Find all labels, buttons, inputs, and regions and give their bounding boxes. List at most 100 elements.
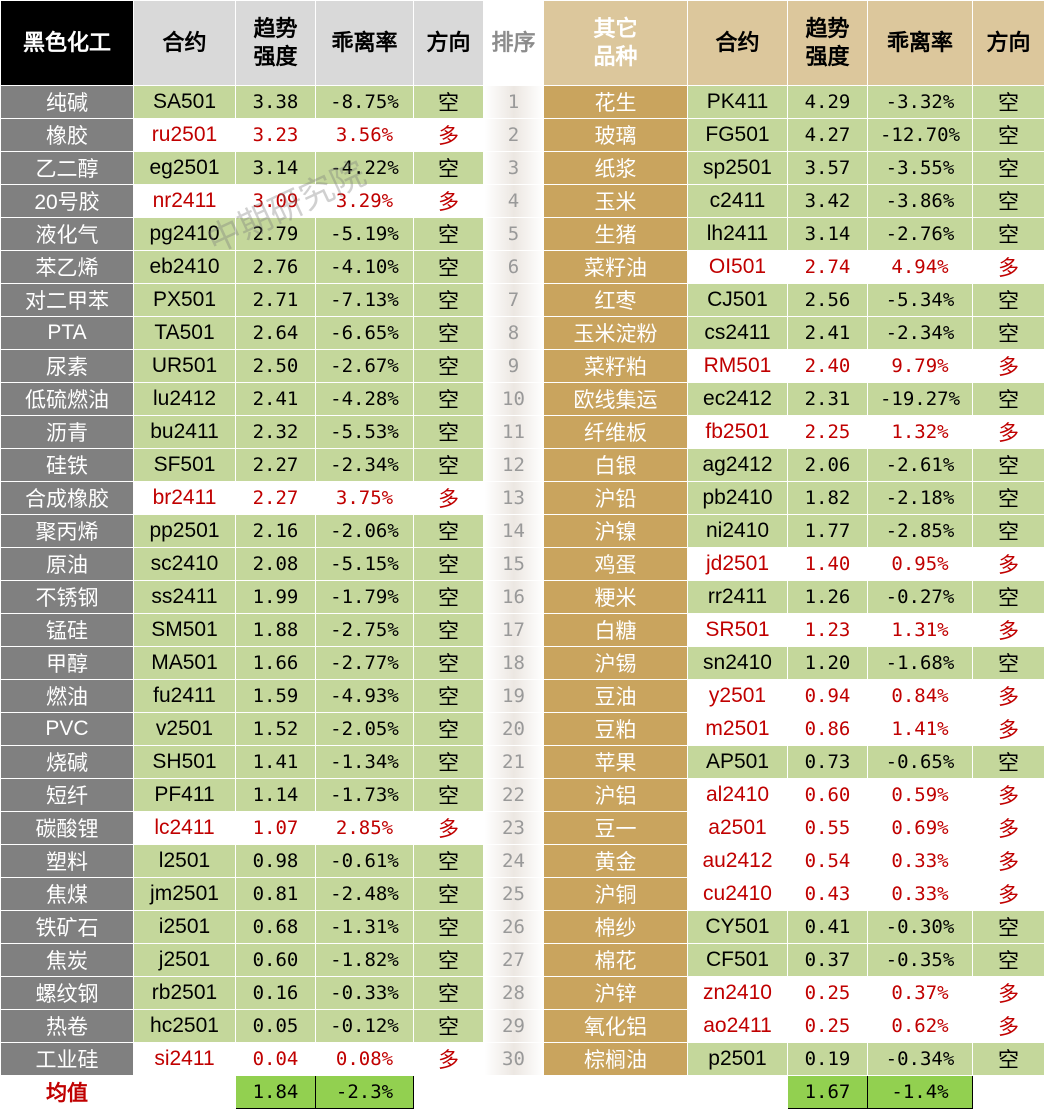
contract: jm2501 [133,877,236,911]
direction: 多 [972,547,1044,581]
name: 液化气 [0,217,134,251]
contract: sn2410 [687,646,788,680]
direction: 空 [413,844,484,878]
strength: 0.25 [787,1009,868,1043]
header-cell: 合约 [133,0,236,86]
direction: 多 [972,613,1044,647]
strength: 0.94 [787,679,868,713]
rank: 24 [483,844,544,878]
empty-cell [413,1075,484,1109]
strength: 2.32 [235,415,316,449]
deviation: 0.37% [867,976,973,1010]
strength: 1.23 [787,613,868,647]
row: 塑料 l2501 0.98 -0.61% 空 24 黄金 au2412 0.54 0.33% 多 [0,844,1044,878]
contract: lc2411 [133,811,236,845]
deviation: -4.93% [315,679,414,713]
header-cell: 乖离率 [315,0,414,86]
direction: 空 [413,349,484,383]
row: 对二甲苯 PX501 2.71 -7.13% 空 7 红枣 CJ501 2.56 -5.34% 空 [0,283,1044,317]
name: 白糖 [543,613,688,647]
direction: 多 [413,118,484,152]
deviation: 9.79% [867,349,973,383]
row: 乙二醇 eg2501 3.14 -4.22% 空 3 纸浆 sp2501 3.57 -3.55% 空 [0,151,1044,185]
rank: 6 [483,250,544,284]
row: 聚丙烯 pp2501 2.16 -2.06% 空 14 沪镍 ni2410 1.77 -2.85%… [0,514,1044,548]
contract: FG501 [687,118,788,152]
strength: 3.14 [787,217,868,251]
row: 沥青 bu2411 2.32 -5.53% 空 11 纤维板 fb2501 2.25 1.32% 多 [0,415,1044,449]
strength: 2.08 [235,547,316,581]
average: -2.3% [315,1075,414,1109]
direction: 空 [413,910,484,944]
name: 豆粕 [543,712,688,746]
row: 烧碱 SH501 1.41 -1.34% 空 21 苹果 AP501 0.73 -0.65% 空 [0,745,1044,779]
contract: eg2501 [133,151,236,185]
name: 螺纹钢 [0,976,134,1010]
deviation: 2.85% [315,811,414,845]
contract: zn2410 [687,976,788,1010]
direction: 空 [413,778,484,812]
rank: 27 [483,943,544,977]
strength: 3.09 [235,184,316,218]
strength: 3.38 [235,85,316,119]
strength: 0.05 [235,1009,316,1043]
contract: OI501 [687,250,788,284]
contract: UR501 [133,349,236,383]
rank: 11 [483,415,544,449]
strength: 1.99 [235,580,316,614]
strength: 1.14 [235,778,316,812]
row: 20号胶 nr2411 3.09 3.29% 多 4 玉米 c2411 3.42 -3.86% 空 [0,184,1044,218]
contract: RM501 [687,349,788,383]
contract: m2501 [687,712,788,746]
strength: 0.04 [235,1042,316,1076]
deviation: -5.34% [867,283,973,317]
strength: 2.56 [787,283,868,317]
deviation: -2.34% [867,316,973,350]
header-cell: 其它 品种 [543,0,688,86]
name: 豆油 [543,679,688,713]
strength: 2.50 [235,349,316,383]
row: 橡胶 ru2501 3.23 3.56% 多 2 玻璃 FG501 4.27 -12.70% 空 [0,118,1044,152]
direction: 空 [413,547,484,581]
direction: 多 [972,679,1044,713]
contract: i2501 [133,910,236,944]
contract: au2412 [687,844,788,878]
direction: 空 [413,514,484,548]
deviation: -7.13% [315,283,414,317]
deviation: -6.65% [315,316,414,350]
header-cell: 趋势 强度 [235,0,316,86]
deviation: -0.30% [867,910,973,944]
name: 红枣 [543,283,688,317]
direction: 多 [972,415,1044,449]
name: 塑料 [0,844,134,878]
strength: 2.16 [235,514,316,548]
contract: sp2501 [687,151,788,185]
header-cell: 排序 [483,0,544,86]
contract: pp2501 [133,514,236,548]
deviation: 1.41% [867,712,973,746]
deviation: -1.34% [315,745,414,779]
rank: 15 [483,547,544,581]
rank: 29 [483,1009,544,1043]
strength: 1.07 [235,811,316,845]
header-cell: 合约 [687,0,788,86]
direction: 空 [972,1042,1044,1076]
header-cell: 趋势 强度 [787,0,868,86]
contract: eb2410 [133,250,236,284]
direction: 空 [972,151,1044,185]
deviation: -0.27% [867,580,973,614]
deviation: -8.75% [315,85,414,119]
name: 橡胶 [0,118,134,152]
strength: 2.06 [787,448,868,482]
header-cell: 方向 [972,0,1044,86]
contract: pb2410 [687,481,788,515]
strength: 2.27 [235,448,316,482]
contract: sc2410 [133,547,236,581]
direction: 空 [972,316,1044,350]
strength: 0.60 [787,778,868,812]
rank: 14 [483,514,544,548]
direction: 多 [972,1009,1044,1043]
direction: 空 [413,151,484,185]
contract: fb2501 [687,415,788,449]
